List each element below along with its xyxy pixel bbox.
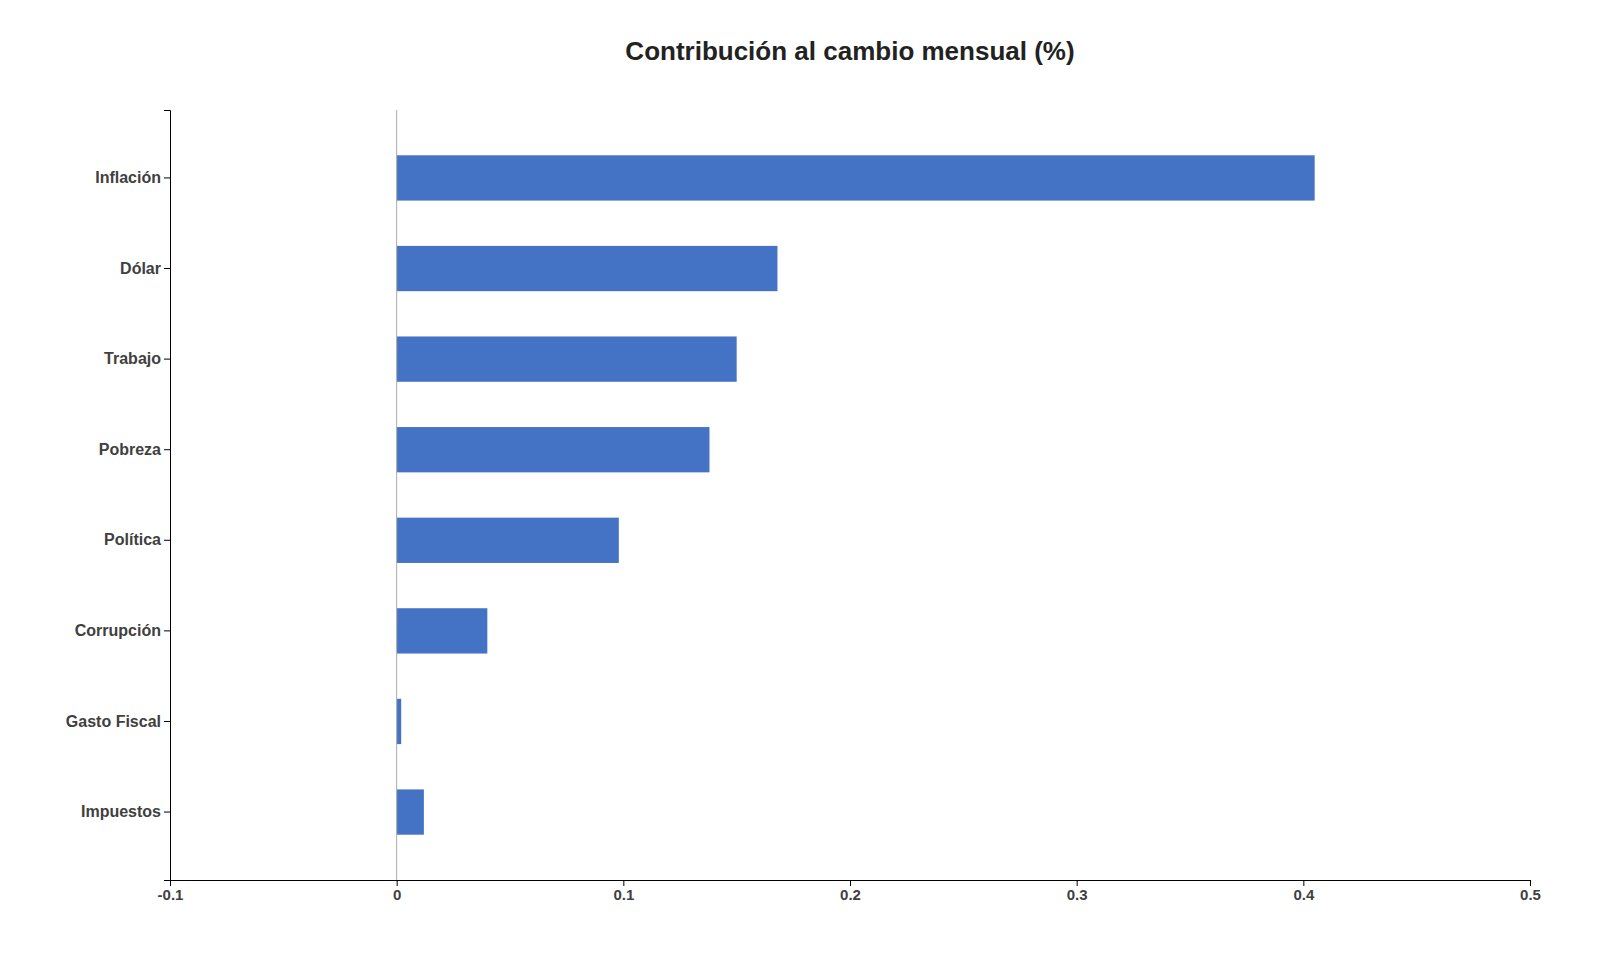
y-tick-label: Gasto Fiscal [66, 713, 161, 730]
y-tick: Corrupción [75, 622, 170, 639]
y-axis-line [164, 111, 171, 881]
y-tick-mark [164, 177, 170, 178]
y-tick: Gasto Fiscal [66, 713, 170, 730]
zero-line [396, 110, 397, 880]
x-tick-label: 0 [393, 886, 401, 903]
chart-title: Contribución al cambio mensual (%) [625, 36, 1074, 66]
y-tick-label: Política [104, 531, 161, 548]
y-tick-label: Pobreza [99, 441, 161, 458]
y-tick-mark [164, 630, 170, 631]
y-tick-label: Corrupción [75, 622, 161, 639]
x-axis: -0.1 0 0.1 0.2 0.3 0.4 0.5 [158, 880, 1541, 903]
plot-area: -0.1 0 0.1 0.2 0.3 0.4 0.5 Inflación Dólar Trabaj… [66, 110, 1541, 903]
y-tick-label: Inflación [95, 169, 161, 186]
bar [397, 246, 778, 291]
bars [397, 155, 1315, 834]
chart-container: Contribución al cambio mensual (%) -0.1 0 0… [0, 0, 1600, 960]
x-tick-label: -0.1 [158, 886, 184, 903]
y-axis: Inflación Dólar Trabajo Pobreza Política Corr… [66, 111, 171, 881]
bar [397, 608, 488, 653]
bar [397, 427, 710, 472]
x-tick-label: 0.2 [840, 886, 861, 903]
bar [397, 518, 619, 563]
y-tick: Pobreza [99, 441, 170, 458]
bar [397, 155, 1315, 200]
x-tick: 0.1 [613, 880, 634, 903]
x-tick-label: 0.3 [1067, 886, 1088, 903]
y-tick-mark [164, 812, 170, 813]
y-tick: Impuestos [81, 803, 170, 820]
y-tick-label: Impuestos [81, 803, 161, 820]
y-tick-mark [164, 359, 170, 360]
y-tick: Política [104, 531, 170, 548]
y-tick: Trabajo [104, 350, 170, 367]
y-tick-label: Dólar [120, 260, 161, 277]
x-tick-label: 0.4 [1293, 886, 1315, 903]
x-tick: 0.2 [840, 880, 861, 903]
bar [397, 699, 402, 744]
y-tick-mark [164, 721, 170, 722]
y-tick-mark [164, 449, 170, 450]
y-tick: Inflación [95, 169, 170, 186]
x-tick: 0 [393, 880, 401, 903]
chart-svg: Contribución al cambio mensual (%) -0.1 0 0… [0, 0, 1600, 960]
y-tick-label: Trabajo [104, 350, 161, 367]
bar [397, 789, 424, 834]
y-tick: Dólar [120, 260, 170, 277]
x-tick: 0.3 [1067, 880, 1088, 903]
x-tick-label: 0.5 [1520, 886, 1541, 903]
y-tick-mark [164, 540, 170, 541]
y-tick-mark [164, 268, 170, 269]
bar [397, 336, 737, 381]
x-tick: -0.1 [158, 880, 184, 903]
x-tick: 0.4 [1293, 880, 1315, 903]
x-tick-label: 0.1 [613, 886, 634, 903]
x-tick: 0.5 [1520, 880, 1541, 903]
